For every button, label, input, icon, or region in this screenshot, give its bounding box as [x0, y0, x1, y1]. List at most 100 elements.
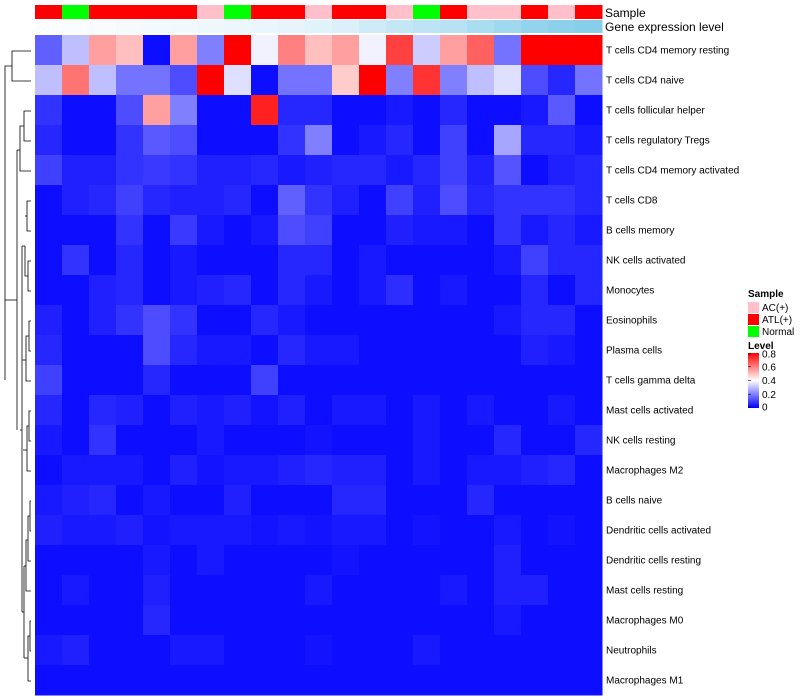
heatmap-cell	[89, 605, 117, 636]
heatmap-cell	[548, 545, 576, 576]
row-label: NK cells activated	[606, 256, 685, 267]
heatmap-cell	[35, 95, 63, 126]
sample-cell	[251, 5, 279, 19]
heatmap-cell	[170, 215, 198, 246]
heatmap-cell	[89, 335, 117, 366]
sample-cell	[521, 5, 549, 19]
heatmap-cell	[278, 485, 306, 516]
level-color-bar	[748, 353, 759, 408]
heatmap-cell	[116, 125, 144, 156]
heatmap-cell	[251, 635, 279, 666]
heatmap-cell	[386, 275, 414, 306]
heatmap-cell	[386, 335, 414, 366]
heatmap-cell	[467, 65, 495, 96]
heatmap-cell	[224, 575, 252, 606]
sample-cell	[170, 5, 198, 19]
heatmap-cell	[224, 95, 252, 126]
row-label: Plasma cells	[606, 346, 662, 357]
heatmap-cell	[278, 245, 306, 276]
heatmap-cell	[575, 65, 603, 96]
heatmap-cell	[143, 125, 171, 156]
heatmap-cell	[278, 305, 306, 336]
heatmap-cell	[143, 545, 171, 576]
heatmap-cell	[251, 575, 279, 606]
row-label: B cells naive	[606, 496, 663, 507]
heatmap-cell	[89, 455, 117, 486]
heatmap-cell	[116, 605, 144, 636]
heatmap-cell	[278, 35, 306, 66]
row-label: T cells CD4 naive	[606, 76, 685, 87]
heatmap-cell	[521, 365, 549, 396]
heatmap-cell	[332, 605, 360, 636]
heatmap-cell	[35, 605, 63, 636]
heatmap-cell	[116, 635, 144, 666]
heatmap-cell	[251, 95, 279, 126]
heatmap-cell	[413, 245, 441, 276]
heatmap-cell	[143, 335, 171, 366]
heatmap-cell	[575, 155, 603, 186]
heatmap-cell	[440, 215, 468, 246]
heatmap-cell	[116, 155, 144, 186]
gene-level-cell	[89, 20, 117, 33]
heatmap-cell	[359, 35, 387, 66]
heatmap-cell	[359, 365, 387, 396]
heatmap-cell	[413, 125, 441, 156]
row-label: T cells follicular helper	[606, 106, 705, 117]
gene-level-cell	[278, 20, 306, 33]
heatmap-cell	[170, 485, 198, 516]
heatmap-cell	[467, 245, 495, 276]
heatmap-cell	[116, 545, 144, 576]
sample-cell	[116, 5, 144, 19]
heatmap-cell	[548, 65, 576, 96]
heatmap-cell	[62, 65, 90, 96]
heatmap-cell	[575, 245, 603, 276]
heatmap-cell	[332, 455, 360, 486]
dendrogram-branch	[27, 515, 31, 562]
heatmap-cell	[35, 35, 63, 66]
heatmap-cell	[521, 455, 549, 486]
heatmap-cell	[548, 485, 576, 516]
heatmap-cell	[35, 665, 63, 696]
heatmap-cell	[332, 635, 360, 666]
heatmap-cell	[116, 425, 144, 456]
heatmap-cell	[413, 65, 441, 96]
heatmap-cell	[359, 545, 387, 576]
heatmap-cell	[143, 395, 171, 426]
heatmap-cell	[575, 545, 603, 576]
heatmap-cell	[224, 335, 252, 366]
heatmap-cell	[62, 215, 90, 246]
heatmap-cell	[251, 125, 279, 156]
gene-level-cell	[116, 20, 144, 33]
sample-cell	[575, 5, 603, 19]
heatmap-cell	[359, 185, 387, 216]
heatmap-cell	[224, 215, 252, 246]
heatmap-cell	[386, 605, 414, 636]
row-label: Mast cells resting	[606, 586, 683, 597]
heatmap-cell	[35, 335, 63, 366]
heatmap-cell	[575, 425, 603, 456]
heatmap-cell	[224, 275, 252, 306]
heatmap-cell	[467, 185, 495, 216]
heatmap-cell	[521, 635, 549, 666]
sample-cell	[413, 5, 441, 19]
heatmap-cell	[251, 185, 279, 216]
heatmap-cell	[170, 575, 198, 606]
heatmap-cell	[278, 155, 306, 186]
heatmap-cell	[116, 395, 144, 426]
heatmap-cell	[305, 395, 333, 426]
sample-legend-items: AC(+)ATL(+)Normal	[748, 302, 794, 338]
heatmap-cell	[386, 365, 414, 396]
heatmap-cell	[359, 395, 387, 426]
heatmap-cell	[116, 485, 144, 516]
heatmap-cell	[386, 545, 414, 576]
heatmap-cell	[278, 665, 306, 696]
level-tick-label: 0	[762, 403, 768, 414]
heatmap-cell	[278, 515, 306, 546]
gene-level-cell	[143, 20, 171, 33]
heatmap-cell	[386, 215, 414, 246]
heatmap-cell	[575, 635, 603, 666]
heatmap-cell	[116, 95, 144, 126]
heatmap-cell	[332, 425, 360, 456]
heatmap-cell	[116, 455, 144, 486]
heatmap-cell	[197, 395, 225, 426]
